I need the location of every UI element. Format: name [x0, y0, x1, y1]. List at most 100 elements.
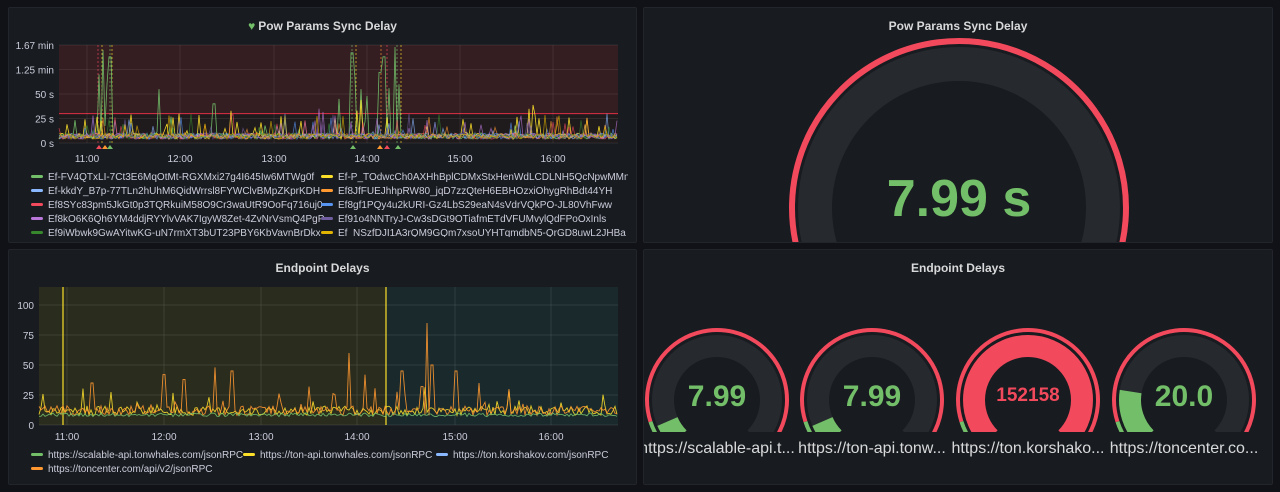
legend-item[interactable]: Ef8SYc83pm5JkGt0p3TQRkuiM58O9Cr3waUtR9Oo…: [31, 199, 323, 212]
endpoint-delays-gauges-panel[interactable]: Endpoint Delays 7.99 https://scalable-api…: [643, 249, 1273, 485]
sync-delay-plot[interactable]: 1.67 min 1.25 min 50 s 25 s 0 s 11:00 12:00 13:…: [9, 36, 637, 196]
gauge-threshold-green: [648, 420, 658, 432]
legend-item[interactable]: Ef8gf1PQy4u2kURI-Gz4LbS29eaN4sVdrVQkPO-J…: [321, 199, 612, 212]
annotation-marker: [384, 145, 390, 149]
legend-item[interactable]: Ef-kkdY_B7p-77TLn2hUhM6QidWrrsl8FYWClvBM…: [31, 185, 320, 198]
legend-swatch: [31, 216, 43, 220]
legend-item[interactable]: Ef8kO6K6Qh6YM4ddjRYYlvVAK7IgyW8Zet-4ZvNr…: [31, 213, 324, 226]
endpoint-gauge: [800, 328, 945, 432]
gauge-threshold-green: [959, 420, 969, 432]
legend-swatch: [321, 174, 333, 178]
annotation-marker: [102, 145, 108, 149]
legend-label: Ef9iWbwk9GwAYitwKG-uN7rmXT3bUT23PBY6KbVa…: [48, 228, 321, 237]
legend-label: Ef8SYc83pm5JkGt0p3TQRkuiM58O9Cr3waUtR9Oo…: [48, 200, 323, 211]
legend-item[interactable]: Ef_NSzfDJI1A3rQM9GQm7xsoUYHTqmdbN5-QrGD8…: [321, 227, 626, 237]
plot-background: [39, 287, 386, 425]
legend-item[interactable]: https://toncenter.com/api/v2/jsonRPC: [31, 463, 213, 476]
gauge-threshold-red: [789, 38, 1129, 242]
y-tick-label: 50 s: [35, 90, 54, 101]
y-tick-label: 25: [23, 391, 35, 402]
legend-label: Ef-FV4QTxLI-7Ct3E6MqOtMt-RGXMxi27g4I645I…: [48, 172, 315, 183]
y-tick-label: 100: [17, 301, 34, 312]
gauge-threshold-red: [1112, 328, 1257, 432]
gauge-fill: [1119, 389, 1154, 432]
legend-item[interactable]: Ef-FV4QTxLI-7Ct3E6MqOtMt-RGXMxi27g4I645I…: [31, 171, 314, 184]
legend-swatch: [31, 202, 43, 206]
x-tick-label: 14:00: [344, 432, 369, 443]
sync-delay-gauge: [789, 38, 1129, 242]
x-tick-label: 16:00: [538, 432, 563, 443]
plot-background: [386, 287, 618, 425]
sync-delay-gauge-panel[interactable]: Pow Params Sync Delay 7.99 s: [643, 7, 1273, 243]
series-line: [39, 412, 618, 418]
y-tick-label: 50: [23, 361, 35, 372]
x-tick-label: 13:00: [261, 154, 286, 165]
legend-item[interactable]: Ef9iWbwk9GwAYitwKG-uN7rmXT3bUT23PBY6KbVa…: [31, 227, 321, 237]
x-tick-label: 12:00: [167, 154, 192, 165]
x-tick-label: 16:00: [540, 154, 565, 165]
panel-title: Endpoint Delays: [275, 261, 370, 275]
y-tick-label: 75: [23, 331, 35, 342]
legend-swatch: [436, 452, 448, 456]
gauge-value: 152158: [996, 385, 1060, 406]
x-tick-label: 15:00: [447, 154, 472, 165]
gauge-threshold-red: [800, 328, 945, 432]
legend-item[interactable]: https://ton-api.tonwhales.com/jsonRPC: [243, 449, 432, 462]
legend-label: Ef_NSzfDJI1A3rQM9GQm7xsoUYHTqmdbN5-QrGD8…: [338, 228, 626, 237]
legend-item[interactable]: Ef-P_TOdwcCh0AXHhBplCDMxStxHenWdLCDLNH5Q…: [321, 171, 628, 184]
gauge-threshold-red: [956, 328, 1101, 432]
legend-swatch: [31, 188, 43, 192]
legend-swatch: [31, 230, 43, 234]
legend-label: Ef91o4NNTryJ-Cw3sDGt9OTiafmETdVFUMvylQdF…: [338, 214, 607, 225]
legend-item[interactable]: https://scalable-api.tonwhales.com/jsonR…: [31, 449, 243, 462]
gauge-track: [798, 47, 1120, 242]
x-tick-label: 11:00: [75, 154, 100, 165]
y-tick-label: 0 s: [41, 139, 54, 150]
sync-delay-legend: Ef-FV4QTxLI-7Ct3E6MqOtMt-RGXMxi27g4I645I…: [31, 171, 628, 237]
x-tick-label: 11:00: [55, 432, 80, 443]
panel-title: Endpoint Delays: [910, 261, 1005, 275]
panel-title[interactable]: ♥ Pow Params Sync Delay: [248, 19, 397, 33]
gauge-name: https://toncenter.co...: [1109, 440, 1259, 457]
heart-icon: ♥: [248, 19, 256, 33]
legend-item[interactable]: https://ton.korshakov.com/jsonRPC: [436, 449, 608, 462]
sync-delay-graph-panel[interactable]: ♥ Pow Params Sync Delay 1.67 min 1.25 min 5…: [8, 7, 637, 243]
gauge-threshold-green: [803, 420, 813, 432]
x-tick-label: 13:00: [248, 432, 273, 443]
y-tick-label: 25 s: [35, 115, 54, 126]
panel-title: Pow Params Sync Delay: [888, 19, 1028, 33]
gauge-value: 7.99: [842, 380, 902, 413]
endpoint-delays-plot[interactable]: 100 75 50 25 0 11:00 12:00 13:00 14:00 15:00 16:00: [9, 278, 637, 474]
endpoint-delays-graph-panel[interactable]: Endpoint Delays 100 75 50 25 0 11:00 12:00 13:0…: [8, 249, 637, 485]
endpoint-gauge: [1112, 328, 1257, 432]
gauge-fill: [812, 416, 842, 432]
endpoint-gauge: [645, 328, 790, 432]
legend-label: Ef8kO6K6Qh6YM4ddjRYYlvVAK7IgyW8Zet-4ZvNr…: [48, 214, 325, 225]
legend-item[interactable]: Ef8JfFUEJhhpRW80_jqD7zzQteH6EBHOzxiOhygR…: [321, 185, 612, 198]
legend-swatch: [243, 452, 255, 456]
gauge-threshold-green: [1115, 420, 1125, 432]
annotation-marker: [107, 145, 113, 149]
x-tick-label: 14:00: [354, 154, 379, 165]
legend-swatch: [321, 202, 333, 206]
legend-label: https://ton-api.tonwhales.com/jsonRPC: [260, 450, 433, 461]
legend-item[interactable]: Ef91o4NNTryJ-Cw3sDGt9OTiafmETdVFUMvylQdF…: [321, 213, 606, 226]
annotation-marker: [395, 145, 401, 149]
gauge-threshold-red: [645, 328, 790, 432]
gauge-name: https://scalable-api.t...: [643, 440, 795, 457]
legend-label: Ef8JfFUEJhhpRW80_jqD7zzQteH6EBHOzxiOhygR…: [338, 186, 613, 197]
series-line: [38, 322, 617, 418]
legend-label: Ef-P_TOdwcCh0AXHhBplCDMxStxHenWdLCDLNH5Q…: [338, 172, 628, 183]
y-tick-label: 1.67 min: [16, 41, 54, 52]
gauge-value: 20.0: [1154, 380, 1214, 413]
legend-label: https://ton.korshakov.com/jsonRPC: [453, 450, 609, 461]
annotation-marker: [350, 145, 356, 149]
gauge-fill: [657, 416, 687, 432]
y-tick-label: 1.25 min: [16, 66, 54, 77]
legend-swatch: [31, 466, 43, 470]
legend-swatch: [321, 230, 333, 234]
endpoint-gauge: [956, 328, 1101, 432]
legend-swatch: [31, 452, 43, 456]
y-tick-label: 0: [28, 421, 34, 432]
gauge-track: [652, 335, 782, 432]
